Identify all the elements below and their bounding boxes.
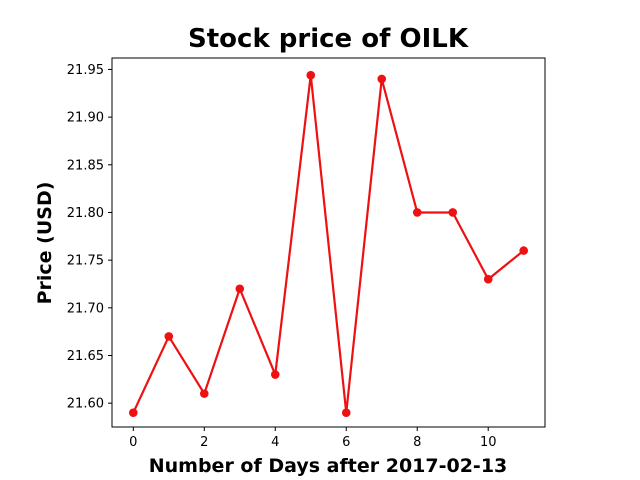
y-tick-label: 21.75 xyxy=(67,254,104,269)
x-tick-label: 0 xyxy=(129,435,137,450)
data-point xyxy=(341,408,351,417)
x-tick-label: 4 xyxy=(271,435,279,450)
y-tick-label: 21.90 xyxy=(67,111,104,126)
x-tick-label: 10 xyxy=(480,435,497,450)
data-point xyxy=(412,208,422,217)
series-line xyxy=(132,74,525,414)
y-axis-label: Price (USD) xyxy=(34,182,56,305)
y-tick-label: 21.65 xyxy=(67,349,104,364)
data-point xyxy=(164,332,174,341)
plot-frame xyxy=(111,57,546,428)
y-tick-label: 21.60 xyxy=(67,397,104,412)
y-tick-label: 21.70 xyxy=(67,301,104,316)
data-point xyxy=(448,208,458,217)
y-axis: 21.60 21.65 21.70 21.75 21.80 21.85 21.90 21.95 xyxy=(67,63,112,412)
x-tick-label: 6 xyxy=(342,435,350,450)
x-tick-label: 2 xyxy=(200,435,208,450)
data-point xyxy=(270,370,280,379)
data-point xyxy=(128,408,138,417)
x-axis: 0 2 4 6 8 10 xyxy=(129,427,496,450)
series-layer xyxy=(128,70,529,417)
y-tick-label: 21.95 xyxy=(67,63,104,78)
data-point xyxy=(377,74,387,84)
data-point xyxy=(199,389,209,398)
chart-title: Stock price of OILK xyxy=(188,24,469,54)
y-tick-label: 21.80 xyxy=(67,206,104,221)
y-tick-label: 21.85 xyxy=(67,158,104,173)
x-tick-label: 8 xyxy=(413,435,421,450)
data-point xyxy=(306,70,316,80)
data-point xyxy=(235,284,245,294)
data-point xyxy=(519,246,529,255)
data-point xyxy=(483,274,493,284)
x-axis-label: Number of Days after 2017-02-13 xyxy=(149,455,508,477)
